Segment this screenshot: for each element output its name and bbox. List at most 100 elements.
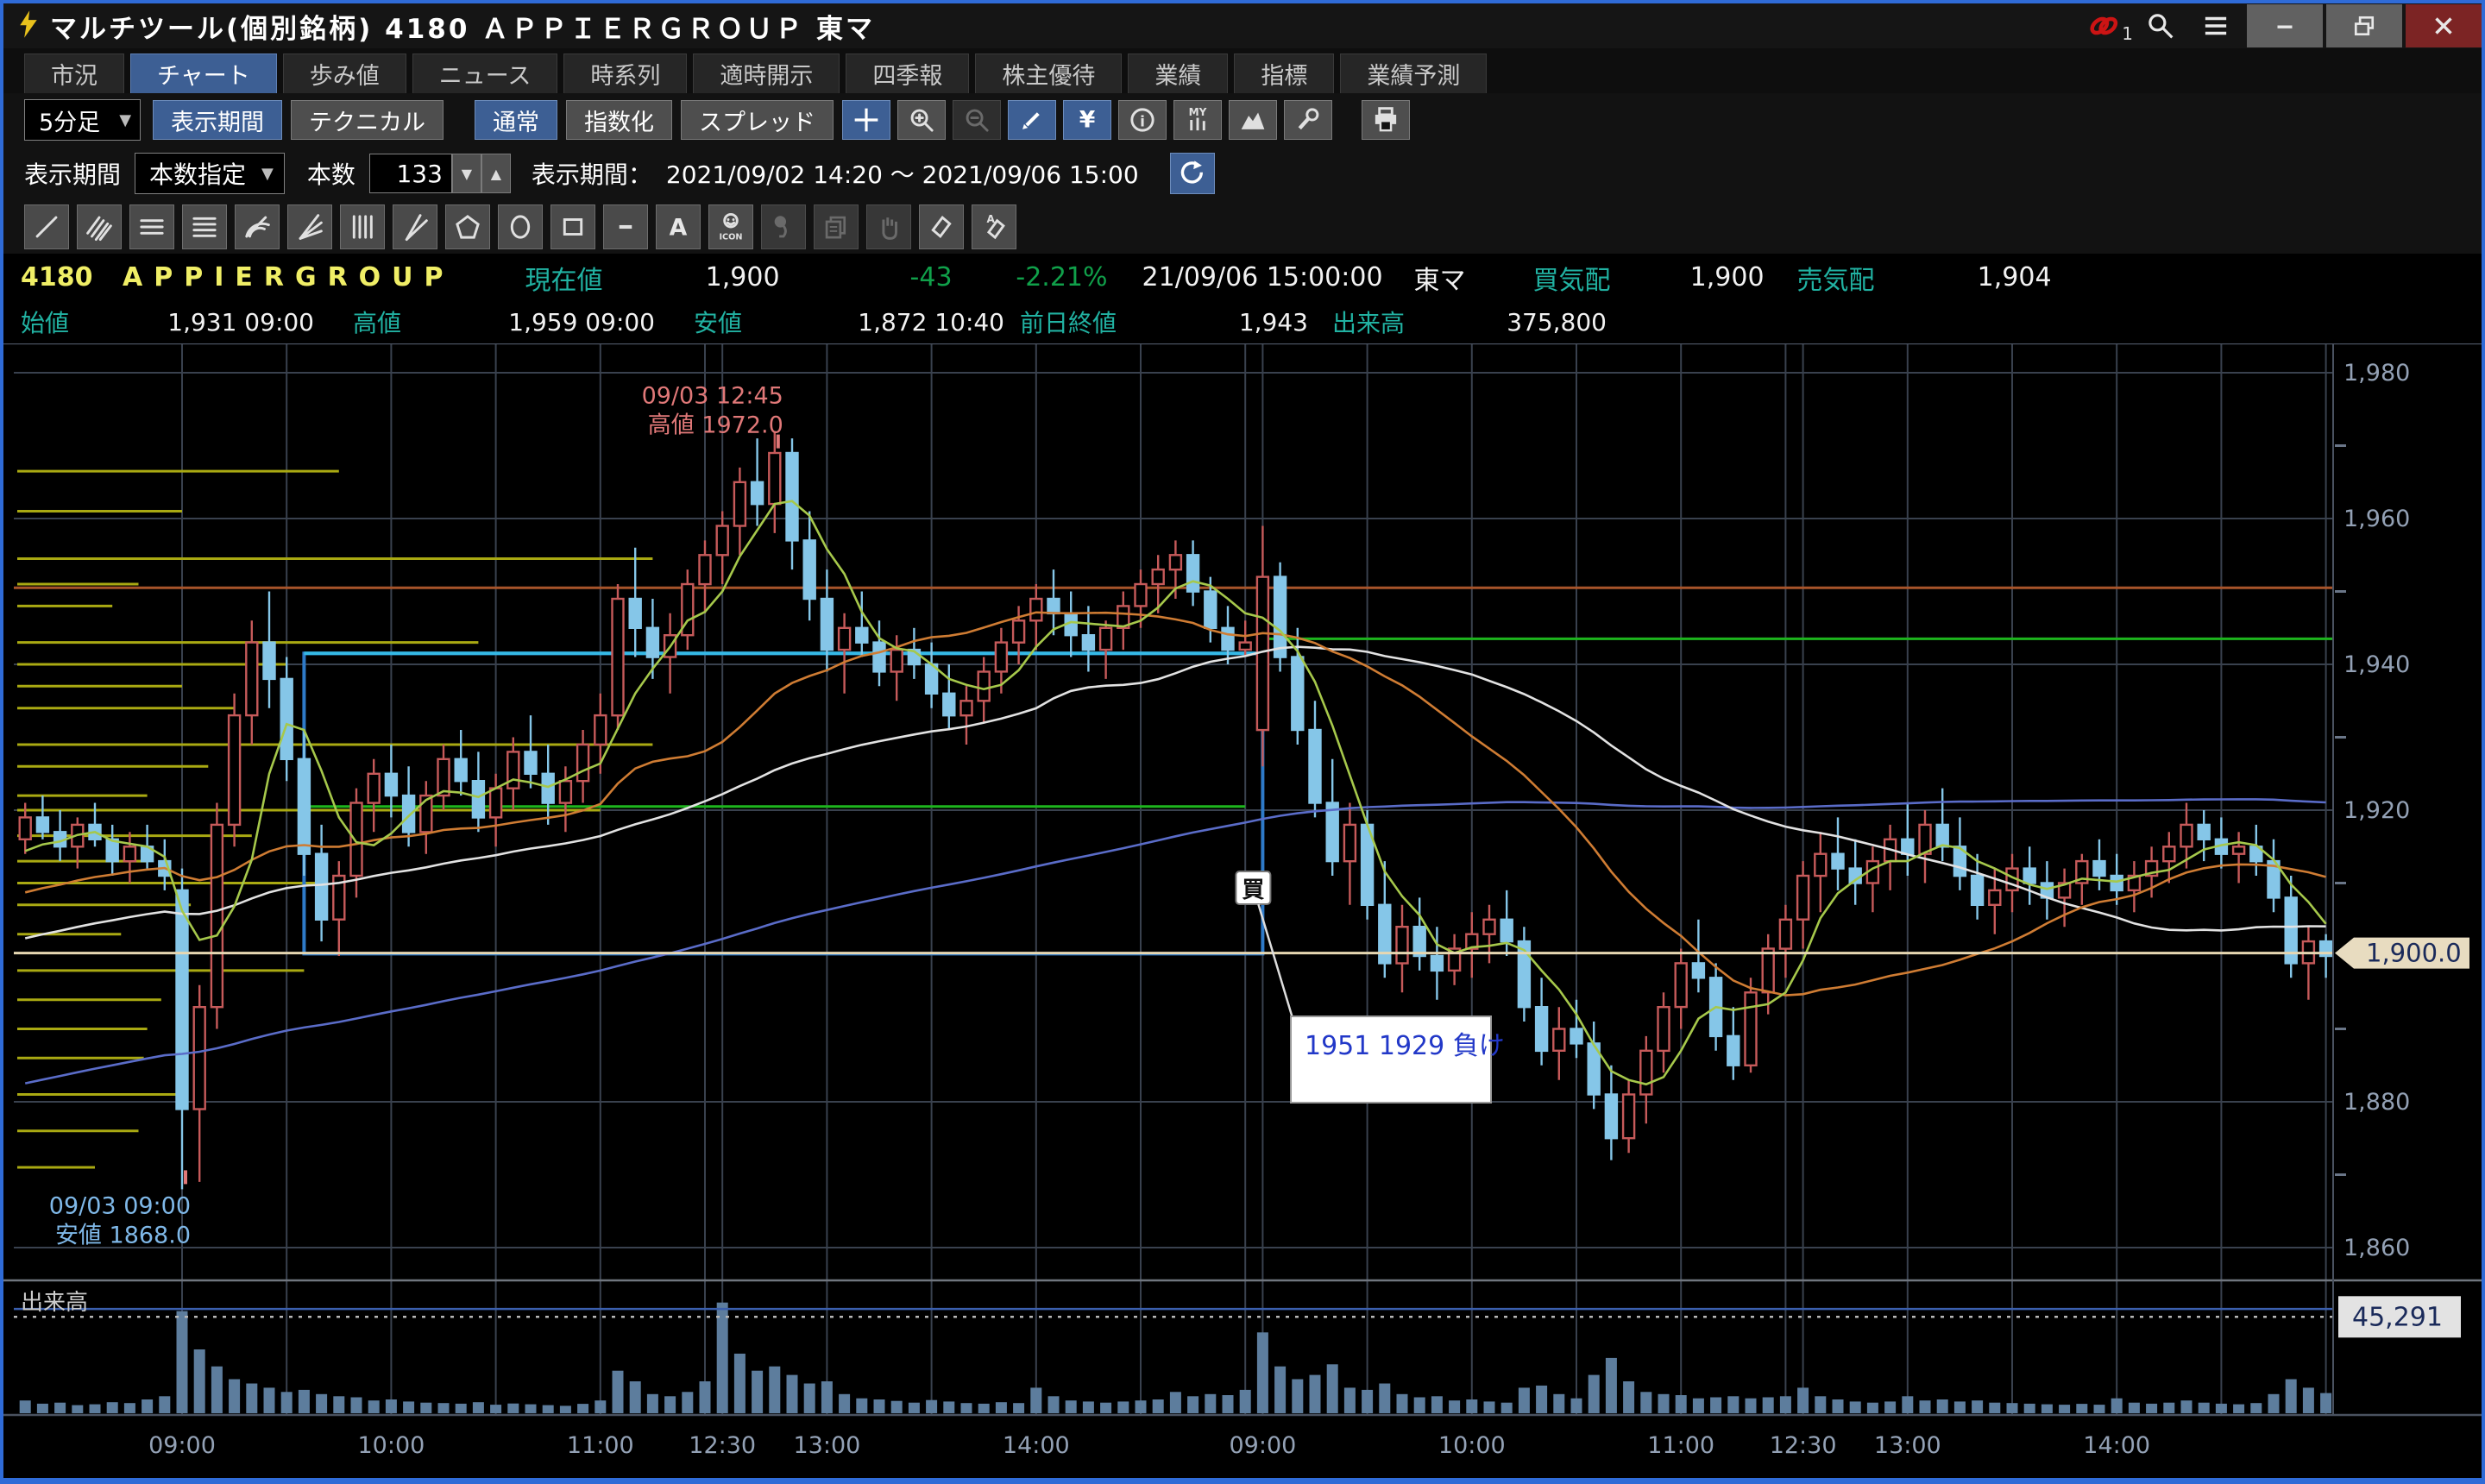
zoom-in-icon-button[interactable]: [897, 100, 947, 140]
svg-text:A: A: [987, 213, 996, 225]
tab-ニュース[interactable]: ニュース: [412, 53, 558, 93]
chevron-down-icon: ▼: [261, 164, 274, 183]
fibonacci-arc-icon-button[interactable]: [235, 204, 280, 249]
my-chart-icon-button[interactable]: MY: [1173, 100, 1223, 140]
buy-marker[interactable]: 買: [1235, 871, 1272, 905]
volume-value: 375,800: [1507, 307, 1607, 336]
fan-lines-icon-button[interactable]: [287, 204, 332, 249]
count-mode-select[interactable]: 本数指定 ▼: [135, 153, 285, 194]
stock-name: APPIERGROUP: [123, 262, 455, 292]
svg-text:09/03 09:00: 09/03 09:00: [49, 1192, 191, 1219]
svg-text:10:00: 10:00: [1438, 1432, 1506, 1459]
parallel-lines-icon-button[interactable]: [77, 204, 122, 249]
eraser-icon-button[interactable]: [919, 204, 964, 249]
ellipse-icon-button[interactable]: [498, 204, 543, 249]
spread-button[interactable]: スプレッド: [681, 100, 834, 140]
svg-text:MY: MY: [1189, 106, 1207, 118]
ray-lines-icon-button[interactable]: [393, 204, 437, 249]
tab-適時開示[interactable]: 適時開示: [693, 53, 840, 93]
trade-tooltip: 1951 1929 負け: [1290, 1016, 1505, 1104]
pencil-icon-button[interactable]: [1008, 100, 1057, 140]
current-price: 1,900: [705, 262, 780, 292]
tab-市況[interactable]: 市況: [24, 53, 124, 93]
horizontal-lines3-icon-button[interactable]: [129, 204, 174, 249]
high-label: 高値: [353, 309, 402, 337]
svg-text:1,980: 1,980: [2343, 360, 2410, 387]
tab-チャート[interactable]: チャート: [130, 53, 277, 93]
count-down-button[interactable]: ▼: [451, 154, 481, 193]
price-change-pct: -2.21%: [1016, 262, 1108, 292]
tab-株主優待[interactable]: 株主優待: [975, 53, 1123, 93]
eraser-text-icon-button[interactable]: A: [972, 204, 1016, 249]
tab-業績予測[interactable]: 業績予測: [1340, 53, 1488, 93]
svg-text:10:00: 10:00: [357, 1432, 425, 1459]
menu-icon[interactable]: [2188, 5, 2243, 47]
svg-text:¥: ¥: [1079, 107, 1096, 134]
period-bar: 表示期間 本数指定 ▼ 本数 133 ▼ ▲ 表示期間： 2021/09/02 1…: [3, 147, 2482, 200]
period-mode-button[interactable]: 表示期間: [153, 100, 283, 140]
current-price-badge: [2335, 937, 2469, 969]
tab-歩み値[interactable]: 歩み値: [282, 53, 406, 93]
svg-text:09:00: 09:00: [1229, 1432, 1296, 1459]
svg-text:安値 1868.0: 安値 1868.0: [55, 1222, 191, 1248]
icon-stamp-icon-button[interactable]: ICON: [708, 204, 753, 249]
area-chart-icon-button[interactable]: [1229, 100, 1278, 140]
search-icon[interactable]: [2133, 5, 2188, 47]
prev-close-label: 前日終値: [1020, 309, 1117, 337]
window-title: マルチツール(個別銘柄) 4180 ＡＰＰＩＥＲＧＲＯＵＰ 東マ: [50, 13, 875, 45]
svg-text:1951 1929 負け: 1951 1929 負け: [1305, 1031, 1505, 1061]
chart-toolbar: 5分足 ▼ 表示期間 テクニカル 通常 指数化 スプレッド ¥ i MY: [3, 93, 2482, 147]
svg-text:11:00: 11:00: [567, 1432, 634, 1459]
volume-profile-levels: [17, 469, 653, 1169]
indexed-button[interactable]: 指数化: [566, 100, 673, 140]
yen-icon-button[interactable]: ¥: [1063, 100, 1112, 140]
svg-text:14:00: 14:00: [1003, 1432, 1070, 1459]
svg-text:12:30: 12:30: [689, 1432, 756, 1459]
svg-text:13:00: 13:00: [793, 1432, 860, 1459]
prev-close-value: 1,943: [1238, 307, 1308, 336]
price-label: 現在値: [525, 265, 603, 296]
tab-指標[interactable]: 指標: [1234, 53, 1335, 93]
minimize-button[interactable]: [2247, 4, 2323, 47]
moving-averages: [24, 500, 2327, 1086]
open-label: 始値: [21, 309, 70, 337]
vertical-lines-icon-button[interactable]: [340, 204, 385, 249]
technical-button[interactable]: テクニカル: [291, 100, 444, 140]
time-axis: 09:00 10:00 11:00 12:30 13:00 14:00 09:00 10:00…: [148, 1432, 2150, 1459]
horizontal-lines4-icon-button[interactable]: [182, 204, 227, 249]
trend-line-icon-button[interactable]: [24, 204, 69, 249]
pentagon-icon-button[interactable]: [445, 204, 490, 249]
stock-code: 4180: [21, 262, 93, 292]
count-up-button[interactable]: ▲: [481, 154, 511, 193]
ask-price: 1,904: [1977, 262, 2052, 292]
text-icon-button[interactable]: A: [656, 204, 701, 249]
rectangle-icon-button[interactable]: [550, 204, 595, 249]
svg-text:ICON: ICON: [719, 233, 742, 242]
quote-row-secondary: 始値 1,931 09:00 高値 1,959 09:00 安値 1,872 1…: [3, 300, 2482, 343]
restore-button[interactable]: [2326, 4, 2402, 47]
count-input[interactable]: 133: [368, 154, 452, 193]
close-button[interactable]: [2406, 4, 2482, 47]
tab-業績[interactable]: 業績: [1128, 53, 1229, 93]
svg-text:1,920: 1,920: [2343, 797, 2410, 824]
interval-select[interactable]: 5分足 ▼: [24, 99, 142, 141]
bid-label: 買気配: [1532, 265, 1611, 296]
crosshair-icon-button[interactable]: [842, 100, 891, 140]
draw-toolbar: A ICON A: [3, 200, 2482, 254]
volume-ref-badge: 45,291: [2338, 1296, 2461, 1338]
svg-text:45,291: 45,291: [2352, 1302, 2443, 1332]
printer-icon-button[interactable]: [1362, 100, 1411, 140]
link-icon[interactable]: [2077, 5, 2132, 47]
horizontal-segment-icon-button[interactable]: [603, 204, 648, 249]
normal-button[interactable]: 通常: [475, 100, 558, 140]
tab-四季報[interactable]: 四季報: [846, 53, 970, 93]
tab-時系列[interactable]: 時系列: [563, 53, 688, 93]
info-icon-button[interactable]: i: [1118, 100, 1167, 140]
range-value: 2021/09/02 14:20 ～ 2021/09/06 15:00: [665, 160, 1139, 189]
volume-label: 出来高: [1332, 309, 1406, 337]
reset-period-button[interactable]: [1169, 153, 1215, 194]
move-hand-icon-button: [866, 204, 911, 249]
wrench-icon-button[interactable]: [1284, 100, 1333, 140]
